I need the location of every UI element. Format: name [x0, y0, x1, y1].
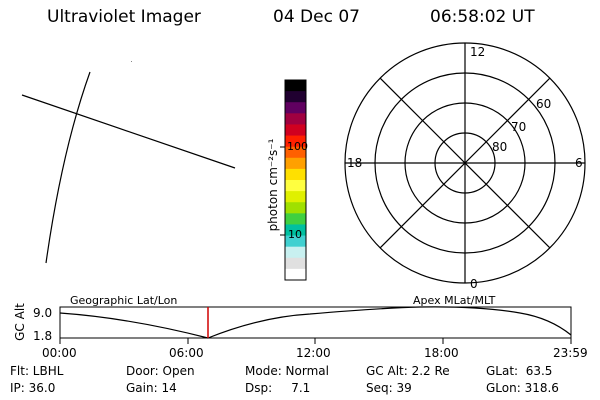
colorbar-cell — [285, 235, 306, 248]
timeline-xtick-1200: 12:00 — [296, 346, 331, 360]
dsp-info: Dsp: 7.1 — [245, 381, 311, 395]
timeline-left-title: Geographic Lat/Lon — [70, 294, 178, 307]
polar-diagonal-2 — [379, 77, 551, 249]
colorbar-cell — [285, 124, 306, 137]
altitude-curve — [59, 306, 572, 339]
mlt-label-18: 18 — [347, 156, 363, 170]
lat-label-80: 80 — [492, 140, 508, 154]
lat-label-60: 60 — [536, 97, 552, 111]
colorbar-cell — [285, 146, 306, 159]
colorbar-cell — [285, 202, 306, 214]
mlt-label-12: 12 — [470, 45, 486, 59]
colorbar-gradient — [285, 80, 306, 281]
timeline-right-title: Apex MLat/MLT — [413, 294, 496, 307]
colorbar-cell — [285, 246, 306, 259]
colorbar-cell — [285, 157, 306, 170]
colorbar-cell — [285, 257, 306, 270]
mlt-label-6: 6 — [575, 156, 583, 170]
colorbar-cell — [285, 180, 306, 192]
observation-time: 06:58:02 UT — [430, 7, 535, 27]
colorbar-cell — [285, 268, 306, 281]
filter-info: Flt: LBHL — [10, 364, 64, 378]
colorbar-cell — [285, 113, 306, 125]
gc-alt-info: GC Alt: 2.2 Re — [366, 364, 450, 378]
timeline-ytick-min: 1.8 — [33, 329, 53, 343]
timeline-xtick-1800: 18:00 — [424, 346, 459, 360]
geographic-longitude-line — [45, 71, 91, 264]
colorbar-cell — [285, 168, 306, 181]
colorbar-cell — [285, 213, 306, 225]
instrument-title: Ultraviolet Imager — [47, 7, 201, 27]
colorbar-cell — [285, 191, 306, 203]
geographic-latitude-line — [21, 94, 236, 169]
colorbar-cell — [285, 91, 306, 103]
colorbar-cell — [285, 80, 306, 92]
timeline-ytick-max: 9.0 — [33, 306, 53, 320]
mlt-label-0: 0 — [470, 277, 478, 291]
colorbar-cell — [285, 224, 306, 237]
colorbar-cell — [285, 135, 306, 148]
timeline-xtick-0600: 06:00 — [169, 346, 204, 360]
timeline-xtick-0000: 00:00 — [42, 346, 77, 360]
door-info: Door: Open — [126, 364, 195, 378]
observation-date: 04 Dec 07 — [273, 7, 360, 27]
glon-info: GLon: 318.6 — [486, 381, 559, 395]
gain-info: Gain: 14 — [126, 381, 177, 395]
glat-info: GLat: 63.5 — [486, 364, 553, 378]
mode-info: Mode: Normal — [245, 364, 329, 378]
colorbar-cell — [285, 102, 306, 114]
timeline-xtick-2359: 23:59 — [553, 346, 588, 360]
ip-info: IP: 36.0 — [10, 381, 56, 395]
seq-info: Seq: 39 — [366, 381, 412, 395]
colorbar-tick-label-100: 100 — [287, 140, 308, 153]
lat-label-70: 70 — [511, 120, 527, 134]
colorbar-tick-label-10: 10 — [288, 228, 302, 241]
